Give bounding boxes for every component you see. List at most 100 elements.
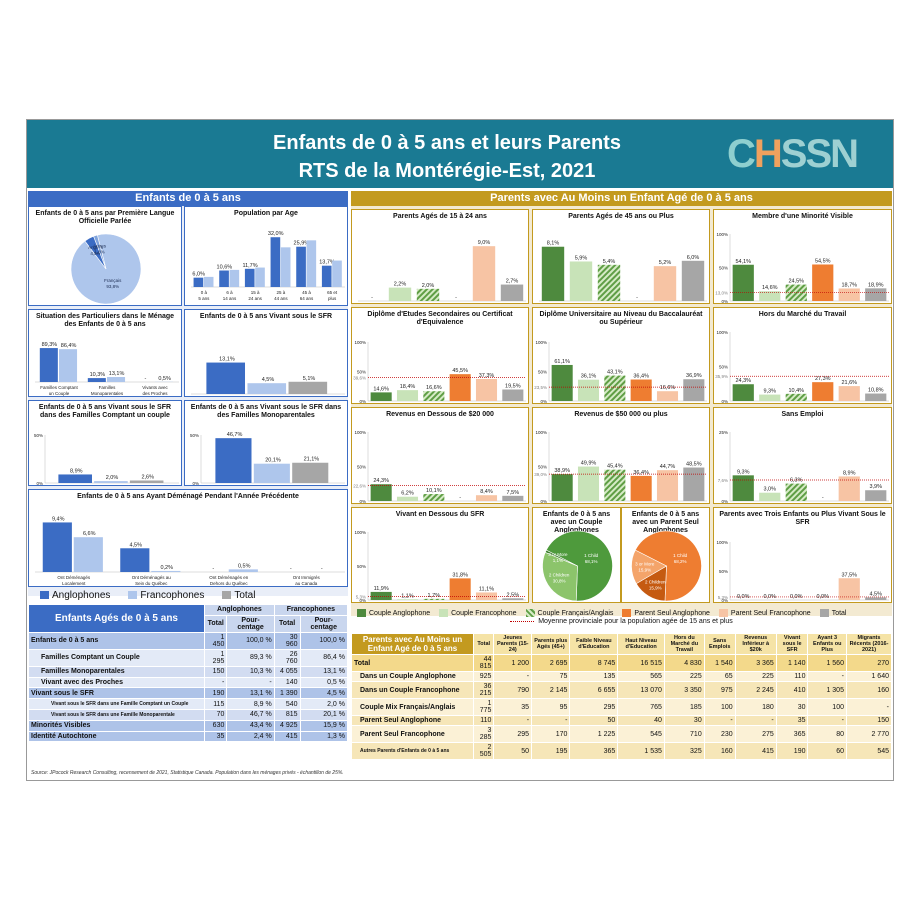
pie-label: 1 Child (673, 553, 688, 558)
bar (396, 496, 419, 501)
bar (475, 378, 498, 401)
chart-svg: 0% 50% 100% 54,1% 14,6% 24,5% 54,5% 18,7% 18,9% 1… (715, 232, 889, 303)
average-label: 22,6% (353, 483, 366, 488)
bar (87, 378, 106, 382)
left-table-title: Enfants Agés de 0 à 5 ans (28, 604, 205, 633)
y-tick-label: 0% (721, 399, 728, 404)
bar-label: 44,7% (660, 464, 676, 470)
chart-title: Parents avec Trois Enfants ou Plus Vivan… (719, 511, 886, 526)
header-banner: Enfants de 0 à 5 ans et leurs Parents RT… (27, 120, 893, 188)
table-cell: 89,3 % (226, 648, 275, 667)
table-cell: 2 245 (734, 681, 777, 699)
chart-panel-diplome_sec: Diplôme d'Etudes Secondaires ou Certific… (351, 307, 529, 404)
bar (107, 377, 126, 382)
right-table-col: Hors du Marché du Travail (663, 633, 705, 655)
bar-label: 37,3% (479, 373, 495, 379)
bar (656, 391, 679, 401)
legend-couple-francophone: Couple Francophone (439, 609, 517, 617)
bar-label: 6,0% (687, 255, 700, 261)
table-row: Dans un Couple Francophone 36 215 790 2 145… (351, 681, 893, 699)
right-table-title: Parents avec Au Moins un Enfant Agé de 0… (351, 633, 474, 655)
bar (280, 247, 291, 287)
table-cell: 100 (703, 698, 736, 716)
table-cell: 160 (845, 681, 893, 699)
bar (416, 288, 440, 301)
bar-label: 9,3% (763, 389, 776, 395)
table-cell: 8 745 (569, 654, 619, 672)
table-cell: 16 515 (617, 654, 665, 672)
table-cell: - (703, 715, 736, 726)
row-label: Identité Autochtone (28, 730, 205, 743)
chart-panel-sfr_couple: Enfants de 0 à 5 ans Vivant sous le SFR … (28, 400, 182, 486)
legend-couple-anglophone: Couple Anglophone (357, 609, 430, 617)
table-cell: 3 365 (734, 654, 777, 672)
bar-label: 16,6% (426, 385, 442, 391)
bar-label: 10,4% (788, 388, 804, 394)
bar-label: 18,7% (841, 282, 857, 288)
bar (423, 598, 445, 600)
table-cell: 140 (273, 676, 301, 689)
table-cell: 1 450 (203, 631, 228, 650)
bar-label: 18,9% (868, 282, 884, 288)
table-cell: 50 (569, 715, 619, 726)
table-cell: 70 (203, 708, 228, 721)
x-tick-label: Ont Immigrés (293, 575, 321, 580)
chart-panel-diplome_uni: Diplôme Universitaire au Niveau du Bacca… (532, 307, 710, 404)
x-tick-label: Familles (99, 385, 117, 390)
table-cell: 190 (203, 687, 228, 700)
table-cell: 100 (807, 698, 847, 716)
table-cell: 4 055 (273, 665, 301, 678)
table-row: Enfants de 0 à 5 ans 1 450 100,0 % 30 960 10… (28, 631, 349, 650)
bar-label: 36,4% (633, 470, 649, 476)
pie-value: 1,1% (553, 558, 563, 563)
row-label: Familles Monoparentales (28, 665, 205, 678)
bar-label: 24,3% (735, 378, 751, 384)
x-tick-label: 5 ans (198, 296, 210, 301)
bar (577, 466, 600, 501)
x-tick-label: 45 à (302, 290, 311, 295)
left-table-col: Total (273, 614, 301, 633)
chart-svg: 0% 50% 8,9% 2,0% 2,6% (34, 433, 179, 485)
table-cell: - (203, 676, 228, 689)
bar-label: - (459, 495, 461, 501)
bar-label: 1,7% (428, 593, 441, 599)
table-cell: 40 (617, 715, 665, 726)
right-table-col: Haut Niveau d'Education (617, 633, 665, 655)
legend-francophones: Francophones (128, 590, 204, 601)
table-cell: 60 (807, 742, 847, 760)
table-cell: 13,1 % (226, 687, 275, 700)
average-label: 5,3% (718, 595, 728, 600)
chart-panel-revenu_20: Revenus en Dessous de $20 000 0% 50% 100% 24… (351, 407, 529, 504)
chart-panel-p1524: Parents Agés de 15 à 24 ans - 2,2% 2,0% - 9,0… (351, 209, 529, 304)
table-cell: 30 960 (273, 631, 301, 650)
bar (785, 393, 807, 401)
bar (681, 260, 705, 301)
bar-label: 0,5% (158, 376, 171, 382)
table-cell: 80 (807, 725, 847, 743)
table-cell: 790 (493, 681, 533, 699)
y-tick-label: 50% (357, 564, 366, 569)
pie-label: 2 Children (645, 580, 666, 585)
bar (255, 267, 265, 287)
table-cell: 26 760 (273, 648, 301, 667)
table-cell: 540 (273, 698, 301, 710)
bar-label: 11,9% (374, 586, 389, 592)
row-label: Vivant sous le SFR dans une Famille Comp… (28, 698, 205, 710)
bar-label: 13,7% (319, 260, 335, 266)
bar (732, 475, 754, 501)
table-row: Familles Comptant un Couple 1 295 89,3 % 26… (28, 648, 349, 667)
bar-label: 7,5% (507, 490, 520, 496)
table-cell: 4 925 (273, 719, 301, 732)
table-cell: 170 (531, 725, 571, 743)
bar (370, 392, 392, 401)
x-tick-label: 44 ans (274, 296, 288, 301)
chart-svg: 0% 50% 100% 61,1% 36,1% 43,1% 36,4% 16,6% 36,9% 2… (534, 340, 707, 403)
bar-label: 0,0% (763, 594, 776, 600)
table-cell: 1 295 (203, 648, 228, 667)
pie-label: 2 Children (549, 573, 570, 578)
bar (785, 483, 807, 501)
bar-label: - (455, 295, 457, 301)
table-cell: 8,9 % (226, 698, 275, 710)
y-tick-label: 0% (359, 399, 366, 404)
bar-label: 89,3% (42, 342, 58, 348)
